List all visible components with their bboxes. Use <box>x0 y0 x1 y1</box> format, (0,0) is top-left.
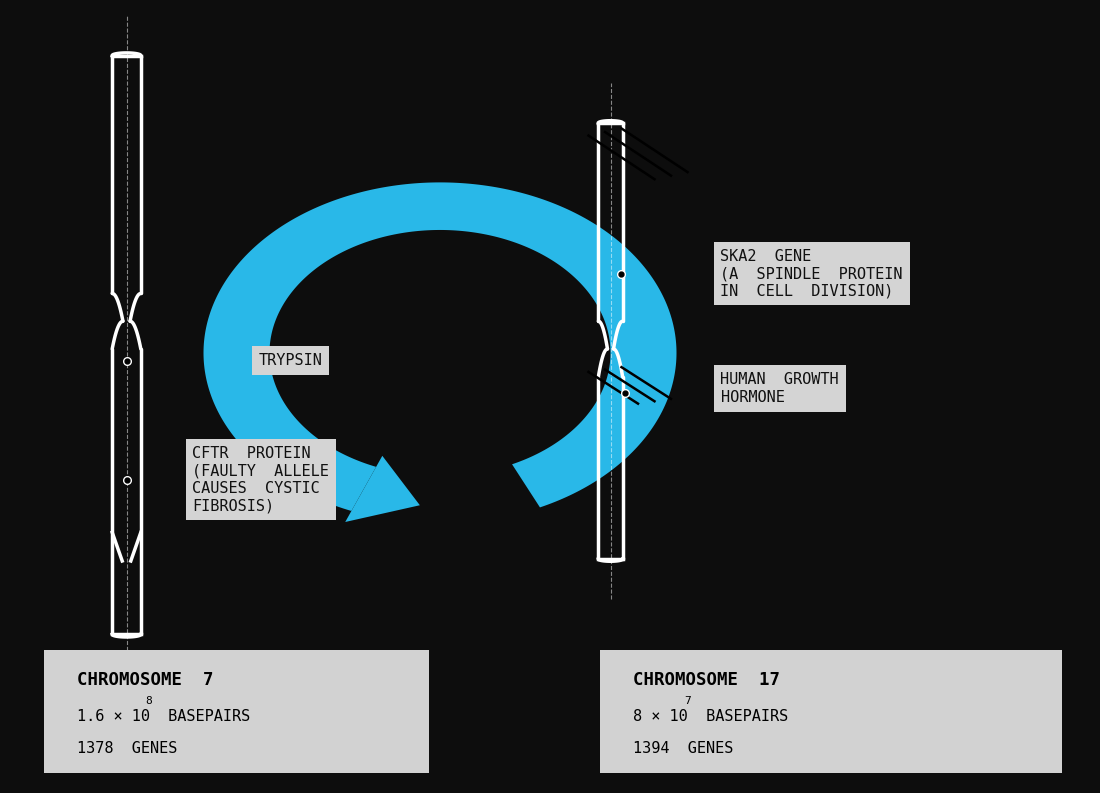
Text: CHROMOSOME  7: CHROMOSOME 7 <box>77 671 213 689</box>
FancyBboxPatch shape <box>600 650 1062 773</box>
FancyBboxPatch shape <box>44 650 429 773</box>
Text: CFTR  PROTEIN
(FAULTY  ALLELE
CAUSES  CYSTIC
FIBROSIS): CFTR PROTEIN (FAULTY ALLELE CAUSES CYSTI… <box>192 446 329 513</box>
Text: 8 × 10: 8 × 10 <box>632 709 688 724</box>
Text: 1.6 × 10: 1.6 × 10 <box>77 709 150 724</box>
Text: 1394  GENES: 1394 GENES <box>632 741 733 756</box>
Text: 8: 8 <box>145 695 153 706</box>
Text: 7: 7 <box>684 695 691 706</box>
Polygon shape <box>345 456 420 522</box>
Text: TRYPSIN: TRYPSIN <box>258 354 322 368</box>
Text: CHROMOSOME  17: CHROMOSOME 17 <box>632 671 780 689</box>
Text: BASEPAIRS: BASEPAIRS <box>697 709 789 724</box>
Text: 1378  GENES: 1378 GENES <box>77 741 177 756</box>
Polygon shape <box>204 182 676 511</box>
Text: HUMAN  GROWTH
HORMONE: HUMAN GROWTH HORMONE <box>720 373 839 404</box>
Text: SKA2  GENE
(A  SPINDLE  PROTEIN
IN  CELL  DIVISION): SKA2 GENE (A SPINDLE PROTEIN IN CELL DIV… <box>720 249 903 298</box>
Text: BASEPAIRS: BASEPAIRS <box>158 709 250 724</box>
